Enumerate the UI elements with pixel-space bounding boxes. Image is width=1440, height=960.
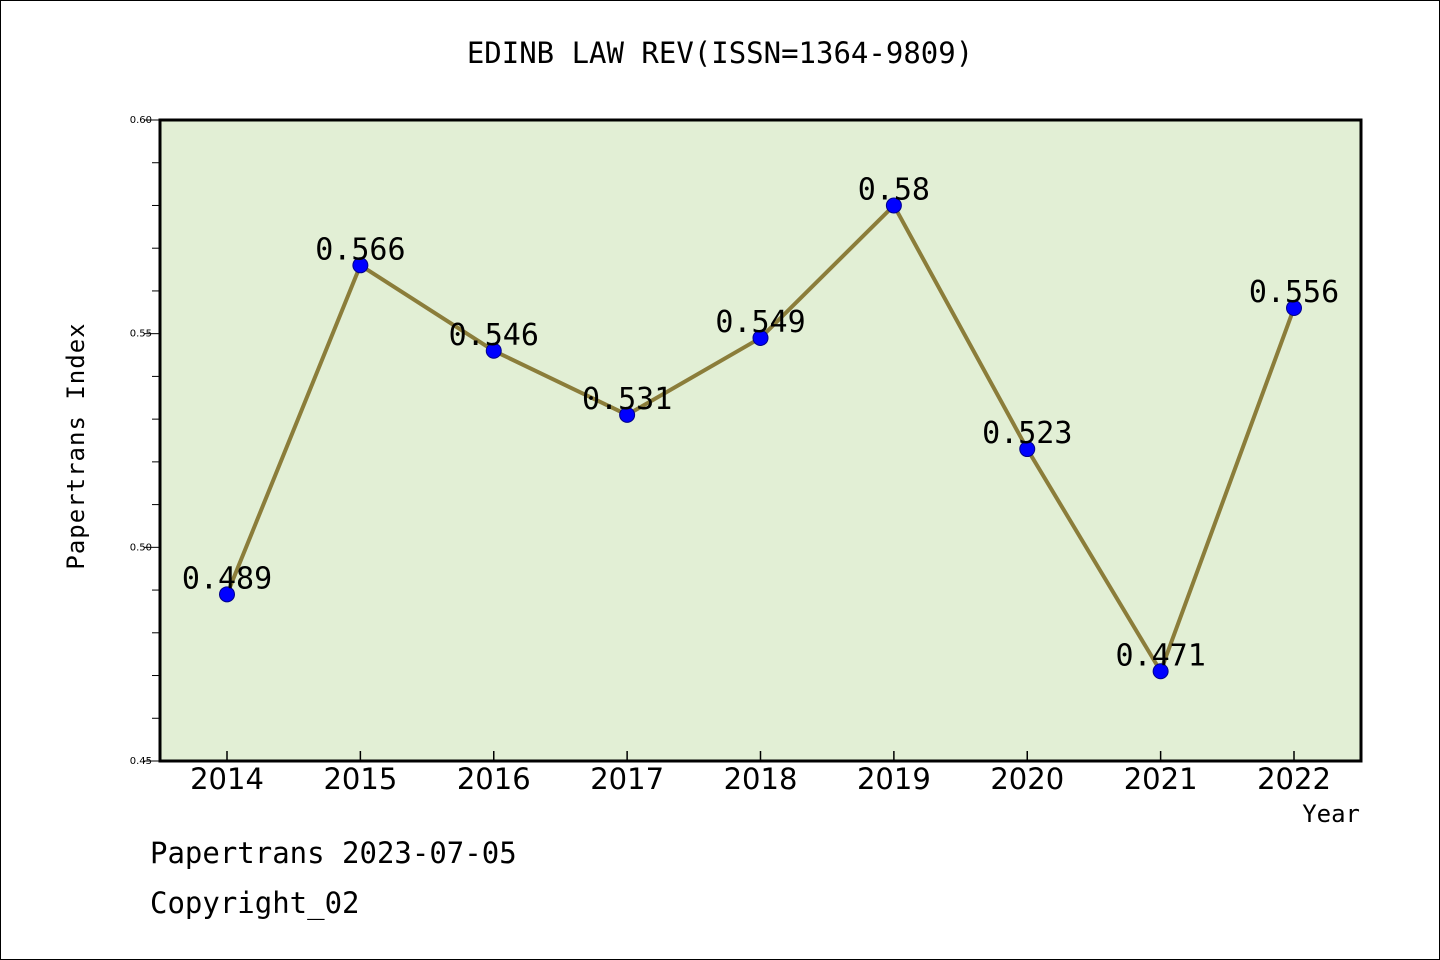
data-label: 0.549 <box>715 305 805 340</box>
y-tick-label: 0.55 <box>130 329 152 340</box>
y-tick-label: 0.50 <box>130 542 152 553</box>
x-tick-label: 2014 <box>190 762 264 796</box>
y-tick-label: 0.60 <box>130 115 152 126</box>
data-point <box>619 406 636 423</box>
data-point <box>485 342 502 359</box>
data-label: 0.546 <box>449 318 539 353</box>
data-label: 0.523 <box>982 416 1072 451</box>
x-tick-label: 2021 <box>1124 762 1198 796</box>
data-point <box>219 586 235 603</box>
data-point <box>752 329 769 346</box>
y-tick-label: 0.45 <box>130 756 152 767</box>
x-tick-label: 2020 <box>990 762 1064 796</box>
plot-area <box>160 120 1361 761</box>
x-tick-label: 2019 <box>857 762 931 796</box>
x-tick-label: 2017 <box>590 762 664 796</box>
data-label: 0.489 <box>182 561 272 596</box>
data-label: 0.531 <box>582 382 672 417</box>
data-points <box>219 197 1302 680</box>
data-point <box>352 257 369 274</box>
footer-date: Papertrans 2023-07-05 <box>150 836 517 870</box>
data-point <box>1019 441 1036 458</box>
data-point <box>1286 300 1302 317</box>
x-axis-label: Year <box>1302 800 1360 828</box>
data-label: 0.566 <box>315 232 405 267</box>
data-label: 0.471 <box>1115 638 1205 673</box>
data-point <box>885 197 902 214</box>
data-point <box>1152 663 1169 680</box>
data-labels: 0.489 0.566 0.546 0.531 0.549 0.58 0.523 0.471 0… <box>182 172 1339 673</box>
x-axis-ticks: 2014 2015 2016 2017 2018 2019 2020 2021 2022 <box>190 751 1331 796</box>
data-label: 0.556 <box>1249 275 1339 310</box>
data-label: 0.58 <box>858 172 930 207</box>
footer-copyright: Copyright_02 <box>150 886 360 920</box>
x-tick-label: 2018 <box>724 762 798 796</box>
x-tick-label: 2022 <box>1257 762 1331 796</box>
plot-border <box>158 118 1363 763</box>
y-axis-ticks: 0.45 0.50 0.55 0.60 <box>130 115 160 767</box>
chart-title: EDINB LAW REV(ISSN=1364-9809) <box>466 36 974 70</box>
x-tick-label: 2016 <box>457 762 531 796</box>
x-tick-label: 2015 <box>323 762 397 796</box>
